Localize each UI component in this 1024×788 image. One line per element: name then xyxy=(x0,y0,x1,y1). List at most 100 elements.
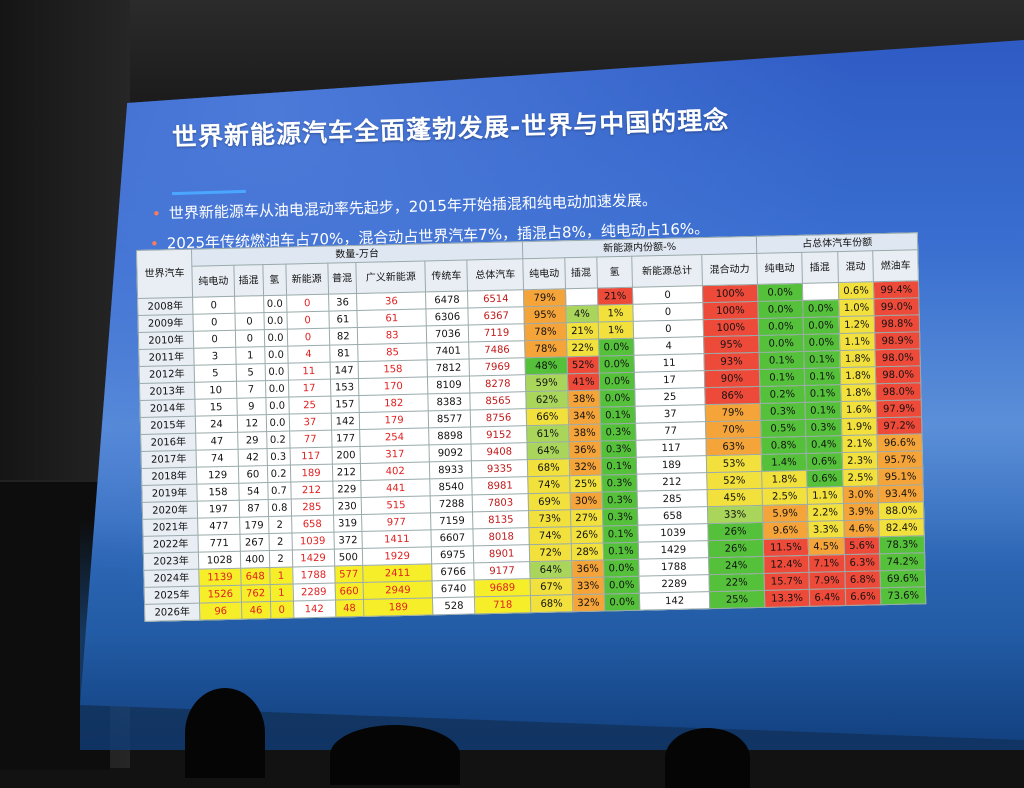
table-cell: 64% xyxy=(529,560,573,579)
table-cell: 8018 xyxy=(473,527,530,546)
table-cell: 0.3% xyxy=(601,491,638,509)
table-cell: 5 xyxy=(236,363,266,382)
table-cell: 762 xyxy=(241,584,271,603)
table-cell: 1.1% xyxy=(806,486,843,505)
table-cell: 42 xyxy=(238,448,267,467)
table-cell: 2411 xyxy=(362,563,433,583)
table-cell: 36% xyxy=(568,441,601,459)
table-cell: 9 xyxy=(236,397,266,416)
table-cell: 59% xyxy=(525,373,568,392)
table-cell: 1.1% xyxy=(839,332,876,351)
table-cell: 0.0% xyxy=(803,333,840,352)
table-cell: 87 xyxy=(239,499,269,518)
table-cell: 6.3% xyxy=(844,553,881,572)
table-cell: 1.8% xyxy=(840,383,877,402)
row-year: 2019年 xyxy=(141,484,198,503)
table-cell: 93.4% xyxy=(878,484,924,503)
table-cell: 0.3 xyxy=(266,448,290,466)
table-cell: 13.3% xyxy=(764,589,810,608)
table-cell: 441 xyxy=(360,478,431,498)
table-cell: 8565 xyxy=(470,391,527,410)
table-cell: 0.6% xyxy=(837,281,875,300)
table-cell: 22% xyxy=(708,573,765,592)
table-cell: 1.9% xyxy=(841,417,878,436)
table-cell: 9152 xyxy=(470,425,527,444)
table-cell: 78% xyxy=(524,322,567,341)
table-cell: 0.0% xyxy=(758,300,803,319)
column-header: 普混 xyxy=(327,262,357,295)
row-year: 2016年 xyxy=(140,433,197,452)
table-cell: 2289 xyxy=(292,583,336,602)
table-cell: 6.6% xyxy=(844,587,882,606)
table-cell: 74% xyxy=(527,475,571,494)
row-year: 2024年 xyxy=(143,569,200,588)
table-cell xyxy=(234,295,264,314)
column-header: 燃油车 xyxy=(873,249,919,282)
column-header: 混合动力 xyxy=(701,253,758,286)
table-cell: 26% xyxy=(707,539,764,558)
table-cell: 37 xyxy=(635,404,706,424)
table-cell: 32% xyxy=(569,458,602,476)
row-year: 2014年 xyxy=(139,399,196,418)
table-cell: 78.3% xyxy=(879,535,925,554)
table-cell: 153 xyxy=(330,378,359,397)
table-cell: 77 xyxy=(289,430,332,449)
column-header: 插混 xyxy=(233,264,264,297)
table-cell: 0 xyxy=(632,285,703,305)
row-year: 2017年 xyxy=(141,450,197,469)
table-cell: 2949 xyxy=(363,580,433,600)
table-cell: 319 xyxy=(333,514,363,533)
table-cell: 267 xyxy=(240,533,269,552)
table-cell: 0.0 xyxy=(265,414,290,432)
table-cell: 0 xyxy=(235,329,265,348)
table-cell: 117 xyxy=(289,447,332,466)
table-cell: 0.1% xyxy=(602,525,639,543)
table-cell: 69% xyxy=(528,492,571,511)
table-cell: 0 xyxy=(286,328,330,347)
row-year: 2020年 xyxy=(142,501,198,520)
table-cell: 98.0% xyxy=(876,382,922,401)
table-cell: 61 xyxy=(356,308,427,328)
row-year: 2023年 xyxy=(143,552,199,571)
table-cell: 8278 xyxy=(469,374,526,393)
table-cell: 62% xyxy=(525,390,569,409)
table-cell: 0 xyxy=(286,294,329,313)
table-cell: 4 xyxy=(634,336,704,356)
table-cell: 1 xyxy=(269,567,293,585)
table-cell: 6.8% xyxy=(844,570,881,589)
table-cell: 212 xyxy=(331,463,361,482)
table-cell: 0.6% xyxy=(806,469,843,488)
table-cell: 21% xyxy=(597,287,634,306)
table-cell: 718 xyxy=(474,595,531,614)
column-header: 氢 xyxy=(262,264,287,296)
table-cell: 515 xyxy=(361,495,431,515)
table-cell: 8898 xyxy=(428,426,472,445)
table-cell: 402 xyxy=(360,461,431,481)
table-cell: 7969 xyxy=(469,357,526,376)
table-cell: 26% xyxy=(570,525,603,544)
table-cell: 0.6% xyxy=(806,452,843,471)
table-cell: 648 xyxy=(240,567,270,586)
table-cell: 2.1% xyxy=(841,434,878,453)
table-cell: 285 xyxy=(637,489,708,509)
table-cell: 95.7% xyxy=(877,450,923,469)
table-cell: 0 xyxy=(633,302,703,322)
table-cell: 6975 xyxy=(431,545,475,564)
table-cell: 4.5% xyxy=(807,537,845,556)
table-cell: 1039 xyxy=(291,532,334,551)
table-cell: 66% xyxy=(526,407,569,426)
table-cell: 9408 xyxy=(471,442,528,461)
table-cell: 658 xyxy=(291,515,334,534)
table-cell: 7.1% xyxy=(808,554,845,573)
table-cell: 74.2% xyxy=(879,552,925,571)
table-cell: 3 xyxy=(193,347,237,366)
table-cell: 0.2 xyxy=(266,431,290,449)
table-cell: 88.0% xyxy=(878,501,924,520)
table-cell: 0.3% xyxy=(600,440,637,459)
table-cell: 0 xyxy=(270,601,294,619)
table-cell: 0.5% xyxy=(760,419,806,438)
table-cell: 0.0% xyxy=(598,338,635,357)
table-cell: 82 xyxy=(328,327,358,346)
table-cell: 47 xyxy=(195,432,239,451)
table-cell: 98.0% xyxy=(875,348,921,367)
